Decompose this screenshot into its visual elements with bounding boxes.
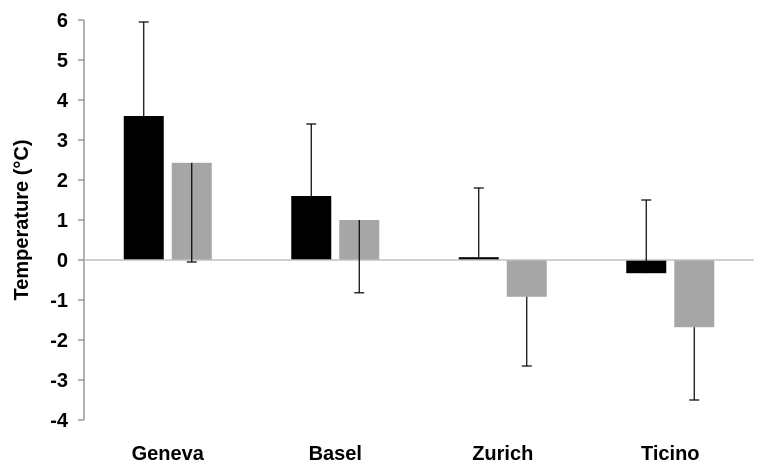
y-tick-label: 3	[57, 130, 68, 152]
y-tick-label: 5	[57, 50, 68, 72]
y-tick-label: 4	[57, 90, 69, 112]
y-tick-label: 0	[57, 250, 68, 272]
y-tick-label: -2	[50, 330, 68, 352]
y-ticks: 6 5 4 3 2 1 0 -1 -2 -3 -4	[50, 10, 84, 432]
x-category-labels: Geneva Basel Zurich Ticino	[132, 443, 700, 465]
x-category-label: Ticino	[641, 443, 700, 465]
bar	[123, 116, 164, 260]
y-tick-label: 1	[57, 210, 68, 232]
y-tick-label: 6	[57, 10, 68, 32]
bar	[458, 257, 499, 260]
y-tick-label: -1	[50, 290, 68, 312]
y-axis-title-group: Temperature (°C)	[11, 140, 33, 301]
y-axis-title: Temperature (°C)	[11, 140, 33, 301]
bars	[123, 116, 715, 328]
bar	[291, 196, 332, 260]
error-bars	[138, 21, 700, 401]
bar	[674, 260, 715, 328]
x-category-label: Zurich	[472, 443, 533, 465]
x-category-label: Basel	[309, 443, 362, 465]
y-tick-label: -4	[50, 410, 69, 432]
x-category-label: Geneva	[132, 443, 205, 465]
bar	[506, 260, 547, 297]
y-tick-label: -3	[50, 370, 68, 392]
y-tick-label: 2	[57, 170, 68, 192]
